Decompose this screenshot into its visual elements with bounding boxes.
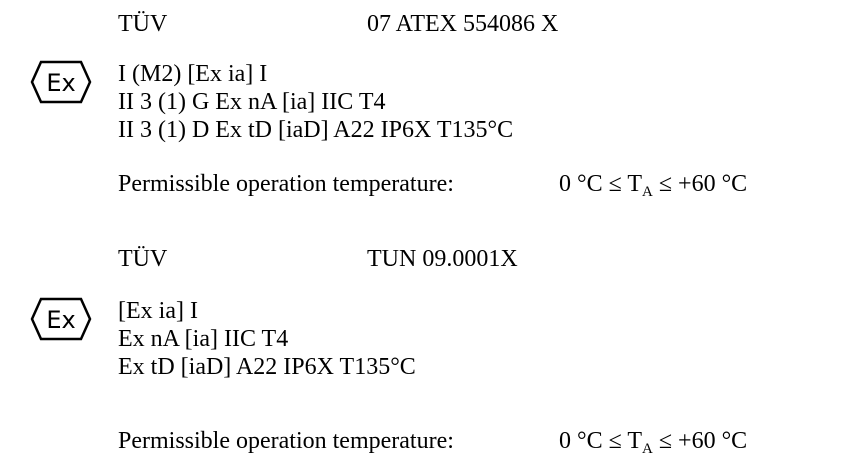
temperature-min: 0 °C ≤ T (559, 428, 643, 454)
temperature-max: ≤ +60 °C (652, 171, 748, 197)
temperature-subscript: A (642, 184, 653, 200)
temperature-subscript: A (642, 441, 653, 457)
temperature-min: 0 °C ≤ T (559, 171, 643, 197)
certifying-body-1: TÜV (118, 11, 168, 37)
certificate-number-2: TUN 09.0001X (367, 246, 518, 272)
ex-mark-icon: Ex (30, 297, 92, 341)
ex-mark-label: Ex (46, 69, 75, 97)
marking-line: II 3 (1) D Ex tD [iaD] A22 IP6X T135°C (118, 117, 514, 143)
certifying-body-2: TÜV (118, 246, 168, 272)
ex-mark-label: Ex (46, 306, 75, 334)
temperature-label-1: Permissible operation temperature: (118, 171, 454, 197)
temperature-label-2: Permissible operation temperature: (118, 428, 454, 454)
marking-lines-2: [Ex ia] I Ex nA [ia] IIC T4 Ex tD [iaD] … (118, 297, 416, 381)
certificate-number-1: 07 ATEX 554086 X (367, 11, 559, 37)
marking-line: II 3 (1) G Ex nA [ia] IIC T4 (118, 89, 386, 115)
marking-line: Ex tD [iaD] A22 IP6X T135°C (118, 354, 416, 380)
marking-lines-1: I (M2) [Ex ia] I II 3 (1) G Ex nA [ia] I… (118, 60, 513, 144)
temperature-range-2: 0 °C ≤ TA ≤ +60 °C (559, 427, 747, 458)
marking-line: I (M2) [Ex ia] I (118, 61, 268, 87)
marking-line: [Ex ia] I (118, 298, 198, 324)
temperature-range-1: 0 °C ≤ TA ≤ +60 °C (559, 170, 747, 201)
marking-line: Ex nA [ia] IIC T4 (118, 326, 289, 352)
ex-mark-icon: Ex (30, 60, 92, 104)
temperature-max: ≤ +60 °C (652, 428, 748, 454)
